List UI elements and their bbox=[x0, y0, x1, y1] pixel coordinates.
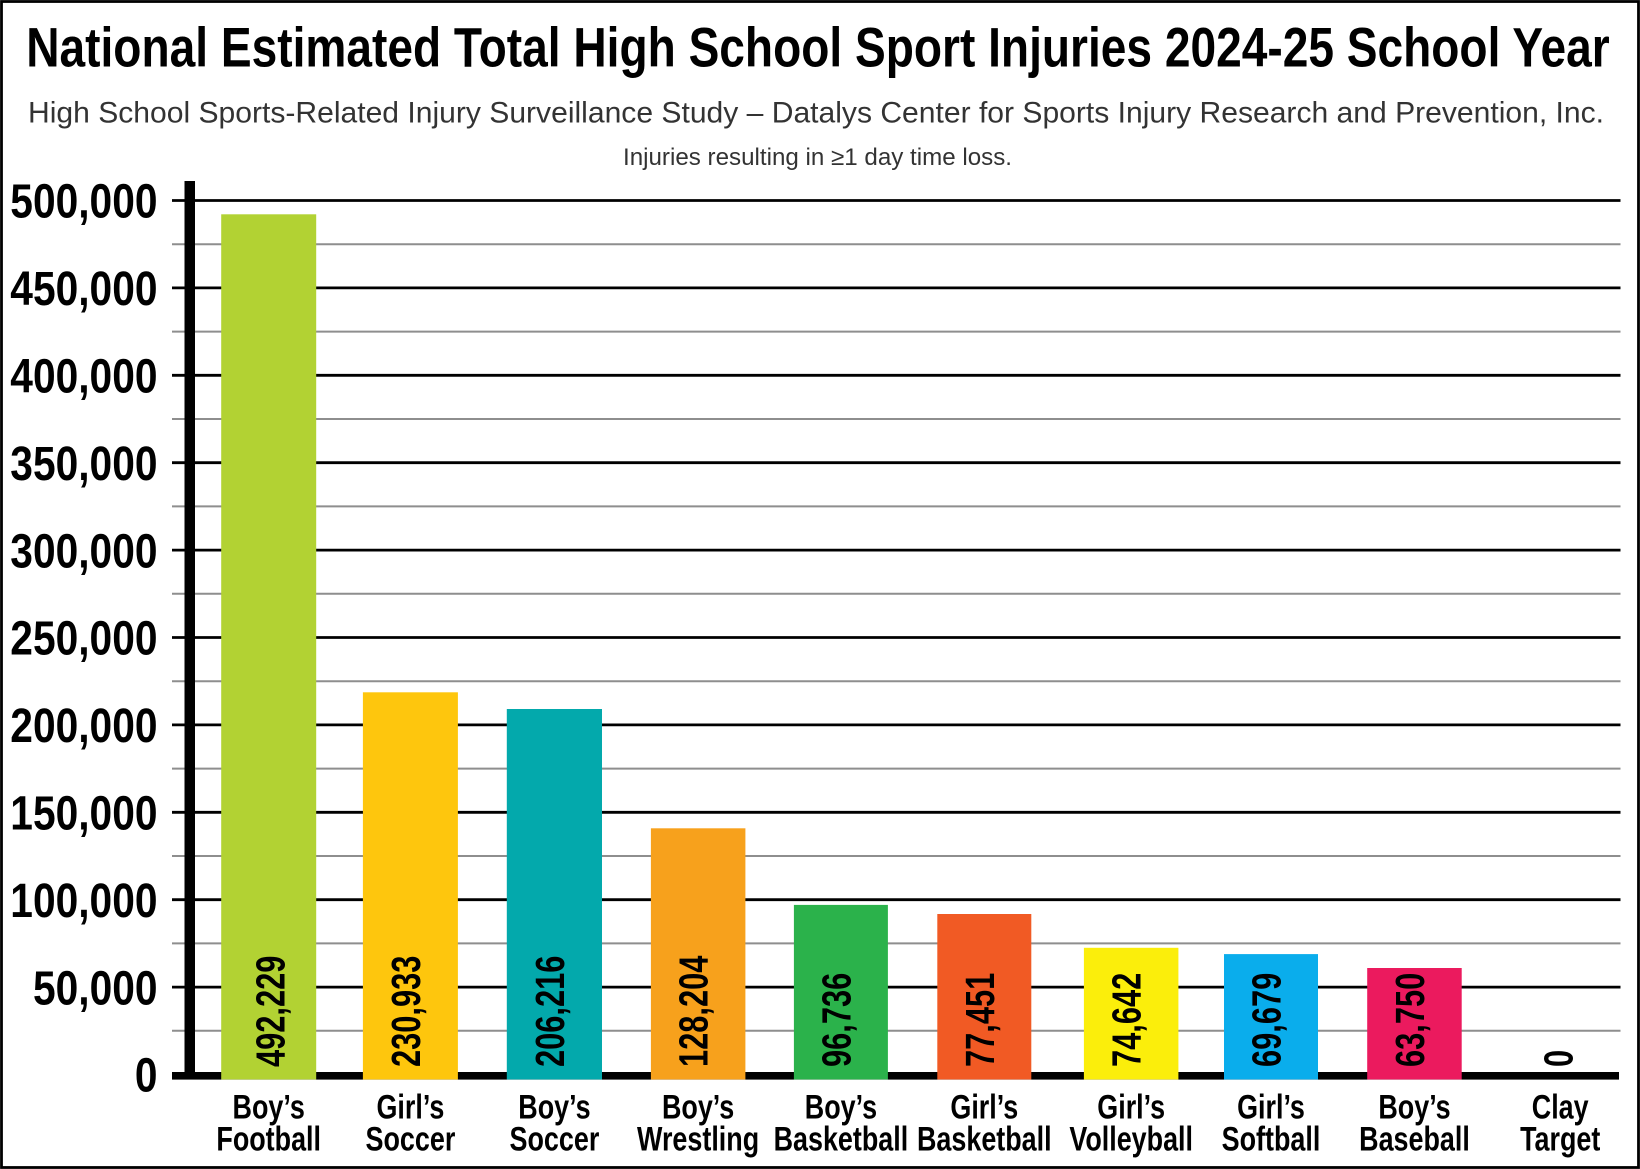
svg-text:Wrestling: Wrestling bbox=[637, 1121, 759, 1159]
svg-text:492,229: 492,229 bbox=[247, 956, 293, 1067]
svg-text:Baseball: Baseball bbox=[1359, 1121, 1470, 1159]
svg-text:96,736: 96,736 bbox=[813, 973, 859, 1067]
svg-text:128,204: 128,204 bbox=[671, 955, 717, 1067]
svg-text:200,000: 200,000 bbox=[10, 700, 157, 753]
svg-text:Boy’s: Boy’s bbox=[662, 1089, 734, 1127]
svg-text:230,933: 230,933 bbox=[383, 956, 429, 1067]
svg-text:Softball: Softball bbox=[1222, 1121, 1321, 1159]
svg-text:Girl’s: Girl’s bbox=[377, 1089, 445, 1127]
svg-text:0: 0 bbox=[1536, 1050, 1582, 1067]
svg-text:250,000: 250,000 bbox=[10, 613, 157, 666]
svg-text:Clay: Clay bbox=[1532, 1089, 1589, 1127]
svg-text:National Estimated Total High: National Estimated Total High School Spo… bbox=[26, 15, 1610, 78]
svg-text:300,000: 300,000 bbox=[10, 525, 157, 578]
svg-text:50,000: 50,000 bbox=[33, 962, 158, 1015]
svg-text:Soccer: Soccer bbox=[366, 1121, 456, 1159]
svg-text:0: 0 bbox=[135, 1050, 158, 1103]
svg-text:Boy’s: Boy’s bbox=[233, 1089, 305, 1127]
svg-text:Injuries resulting in ≥1 day t: Injuries resulting in ≥1 day time loss. bbox=[623, 144, 1012, 171]
svg-text:400,000: 400,000 bbox=[10, 351, 157, 404]
svg-text:Boy’s: Boy’s bbox=[1378, 1089, 1450, 1127]
svg-text:350,000: 350,000 bbox=[10, 438, 157, 491]
svg-text:Girl’s: Girl’s bbox=[950, 1089, 1018, 1127]
svg-text:Girl’s: Girl’s bbox=[1237, 1089, 1305, 1127]
svg-text:450,000: 450,000 bbox=[10, 263, 157, 316]
svg-text:63,750: 63,750 bbox=[1387, 973, 1433, 1067]
svg-text:Basketball: Basketball bbox=[917, 1121, 1052, 1159]
svg-text:100,000: 100,000 bbox=[10, 875, 157, 928]
svg-text:150,000: 150,000 bbox=[10, 788, 157, 841]
svg-text:Football: Football bbox=[216, 1121, 321, 1159]
svg-text:Boy’s: Boy’s bbox=[518, 1089, 590, 1127]
svg-text:Boy’s: Boy’s bbox=[805, 1089, 877, 1127]
svg-text:Soccer: Soccer bbox=[510, 1121, 600, 1159]
svg-text:69,679: 69,679 bbox=[1244, 973, 1290, 1067]
svg-text:74,642: 74,642 bbox=[1104, 973, 1150, 1067]
svg-text:77,451: 77,451 bbox=[957, 973, 1003, 1067]
svg-text:Volleyball: Volleyball bbox=[1069, 1121, 1193, 1159]
svg-text:500,000: 500,000 bbox=[10, 176, 157, 229]
svg-text:High School Sports-Related Inj: High School Sports-Related Injury Survei… bbox=[28, 97, 1604, 130]
svg-text:Target: Target bbox=[1520, 1121, 1601, 1159]
svg-text:Girl’s: Girl’s bbox=[1097, 1089, 1165, 1127]
svg-text:Basketball: Basketball bbox=[774, 1121, 909, 1159]
svg-text:206,216: 206,216 bbox=[527, 956, 573, 1067]
